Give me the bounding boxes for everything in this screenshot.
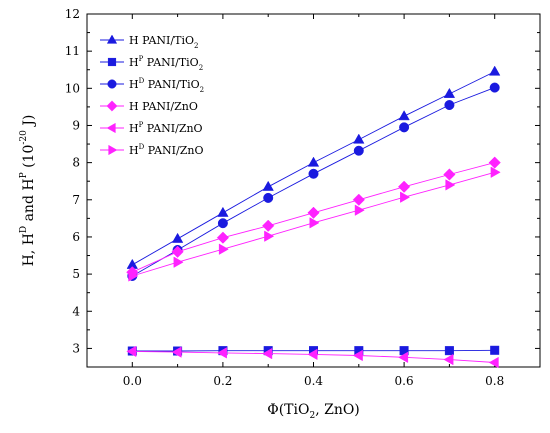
x-tick-label: 0.2: [213, 374, 232, 388]
legend-label: HD PANI/ZnO: [129, 143, 203, 157]
legend-label: HP PANI/ZnO: [129, 121, 203, 135]
y-axis-title: H, HD and HP (10-20 J): [19, 115, 37, 267]
data-point: [171, 346, 182, 358]
data-point: [352, 349, 363, 362]
data-point: [397, 180, 411, 193]
series-5: [126, 345, 499, 369]
series-1: [126, 65, 501, 269]
data-point: [398, 110, 410, 121]
data-point: [488, 356, 499, 369]
data-point: [445, 179, 456, 191]
data-point: [354, 204, 365, 216]
data-point: [443, 353, 454, 366]
legend-marker: [106, 122, 116, 134]
legend-item: HP PANI/TiO2: [100, 55, 203, 72]
data-point: [443, 87, 456, 98]
data-point: [217, 218, 228, 229]
x-tick-label: 0.8: [485, 374, 504, 388]
series-4: [126, 156, 501, 279]
y-tick-label: 5: [72, 267, 80, 281]
data-point: [217, 206, 229, 217]
legend-marker: [106, 34, 118, 44]
axis-ticks: [86, 13, 541, 368]
data-point: [352, 193, 365, 206]
legend-item: H PANI/ZnO: [100, 100, 198, 113]
x-tick-label: 0.4: [304, 374, 323, 388]
series-line: [132, 87, 495, 277]
data-point: [353, 133, 365, 144]
data-point: [489, 65, 501, 76]
data-point: [171, 245, 184, 258]
y-tick-label: 3: [72, 341, 80, 355]
data-point: [307, 206, 320, 219]
data-point: [488, 156, 501, 169]
legend-label: H PANI/ZnO: [129, 100, 198, 113]
legend: H PANI/TiO2 HP PANI/TiO2 HD PANI/TiO2 H PAN…: [100, 34, 204, 157]
series-layer: [126, 65, 501, 369]
axis-tick-labels: 0.0 0.2 0.4 0.6 0.8 3 4 5 6 7 8 9 10 11 12: [65, 7, 505, 388]
legend-marker: [107, 57, 117, 67]
data-point: [307, 348, 318, 361]
legend-item: HD PANI/ZnO: [100, 143, 203, 157]
data-point: [444, 346, 454, 356]
legend-label: HD PANI/TiO2: [129, 77, 204, 94]
y-tick-label: 10: [65, 81, 80, 95]
data-point: [490, 345, 500, 355]
data-point: [216, 231, 230, 244]
series-6: [128, 166, 501, 282]
y-tick-label: 6: [72, 230, 80, 244]
data-point: [309, 217, 320, 229]
data-point: [216, 347, 227, 359]
data-point: [443, 168, 456, 181]
data-point: [307, 156, 320, 167]
data-point: [126, 345, 137, 358]
data-point: [308, 168, 319, 179]
legend-item: H PANI/TiO2: [100, 34, 198, 50]
data-point: [398, 351, 409, 364]
y-tick-label: 8: [72, 156, 80, 170]
data-point: [173, 256, 184, 268]
y-tick-label: 4: [72, 304, 80, 318]
y-tick-label: 12: [65, 7, 80, 21]
legend-label: HP PANI/TiO2: [129, 55, 203, 72]
data-point: [171, 232, 184, 243]
legend-marker: [108, 144, 118, 156]
data-point: [444, 100, 455, 111]
x-axis-title: Φ(TiO2, ZnO): [267, 402, 360, 421]
x-tick-label: 0.6: [395, 374, 414, 388]
data-point: [128, 270, 139, 282]
data-point: [399, 122, 410, 133]
legend-marker: [107, 79, 117, 89]
legend-item: HP PANI/ZnO: [100, 121, 203, 135]
data-point: [353, 145, 364, 156]
legend-item: HD PANI/TiO2: [100, 77, 204, 94]
data-point: [262, 347, 273, 360]
y-tick-label: 11: [65, 44, 80, 58]
x-tick-label: 0.0: [123, 374, 142, 388]
legend-label: H PANI/TiO2: [129, 34, 198, 50]
data-point: [263, 192, 274, 203]
data-point: [262, 180, 274, 191]
data-point: [262, 219, 275, 232]
data-point: [400, 191, 411, 203]
data-point: [490, 166, 501, 178]
y-tick-label: 9: [72, 118, 80, 132]
legend-marker: [106, 100, 118, 112]
data-point: [218, 243, 229, 255]
y-tick-label: 7: [72, 193, 80, 207]
data-point: [264, 230, 275, 242]
data-point: [489, 82, 500, 93]
